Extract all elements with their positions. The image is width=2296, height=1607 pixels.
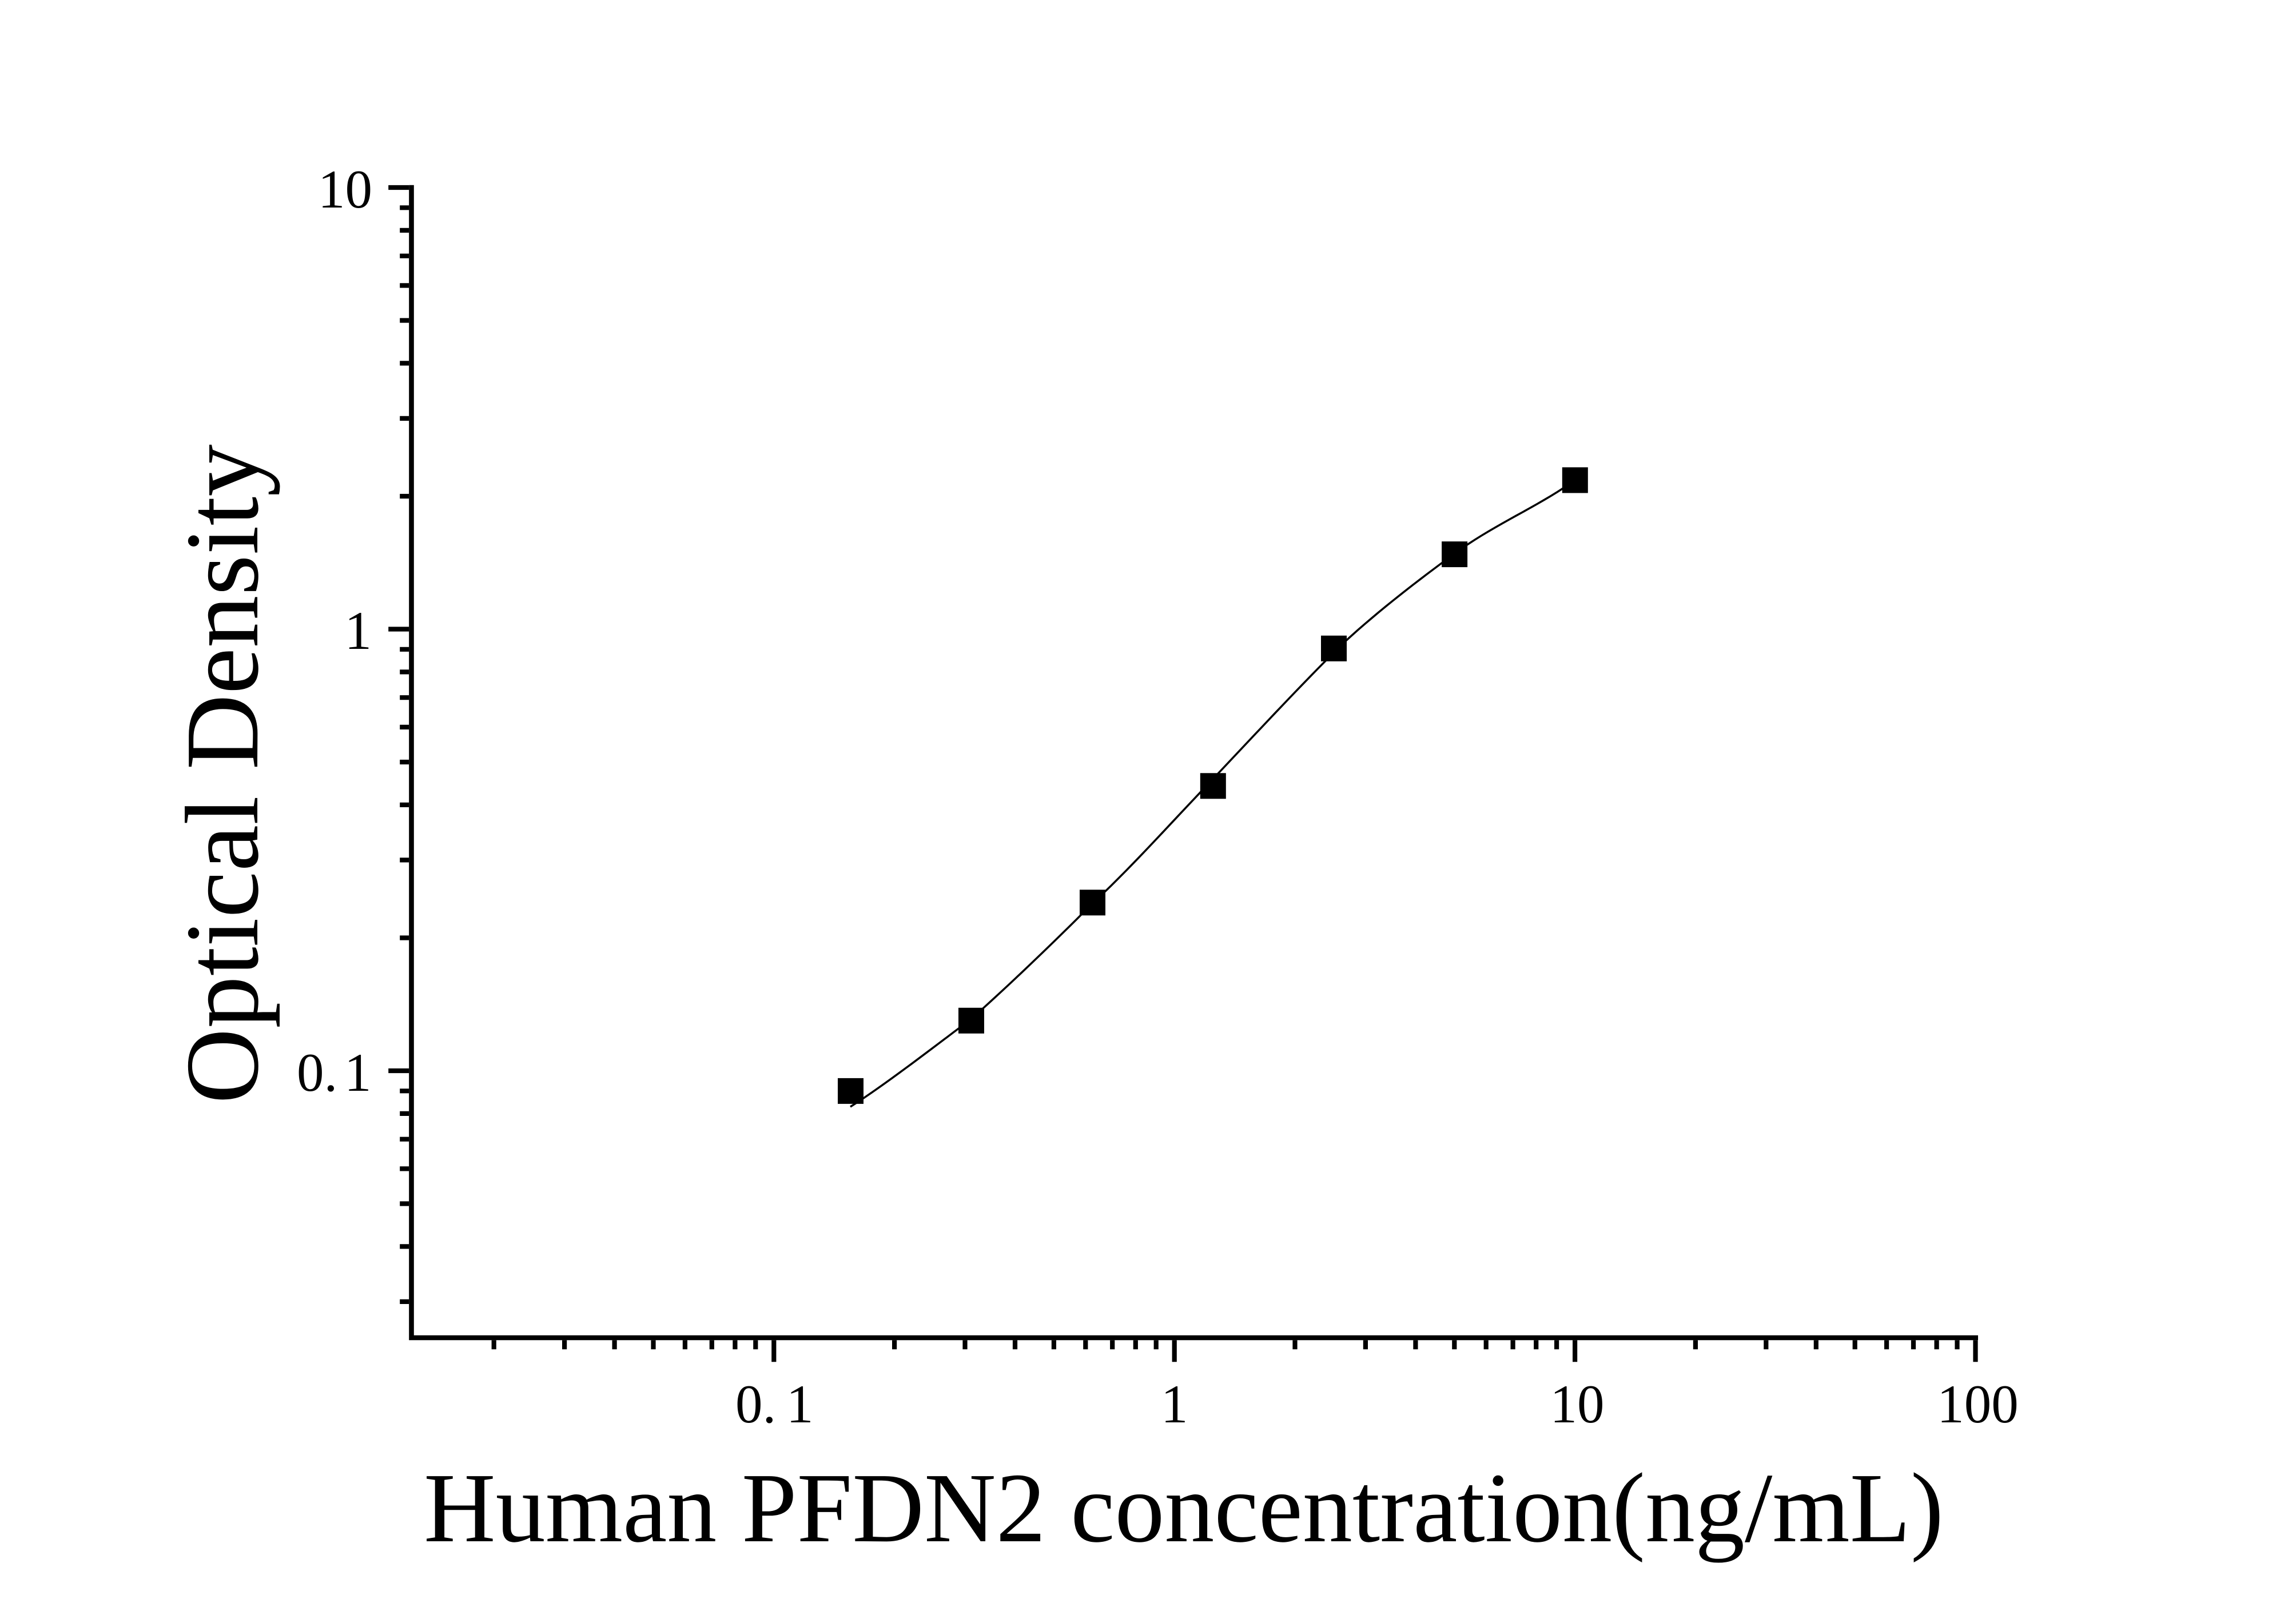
svg-text:10: 10 xyxy=(1550,1374,1605,1434)
svg-text:1: 1 xyxy=(344,1042,372,1103)
svg-text:0.: 0. xyxy=(735,1374,776,1434)
svg-text:Optical Density: Optical Density xyxy=(164,444,280,1104)
svg-text:1: 1 xyxy=(1161,1374,1188,1434)
svg-text:10: 10 xyxy=(318,159,372,220)
svg-text:100: 100 xyxy=(1937,1374,2019,1434)
svg-text:1: 1 xyxy=(345,600,372,661)
svg-text:0.: 0. xyxy=(297,1042,337,1103)
svg-text:1: 1 xyxy=(786,1374,814,1434)
svg-text:Human PFDN2 concentration(ng/m: Human PFDN2 concentration(ng/mL) xyxy=(424,1453,1944,1563)
